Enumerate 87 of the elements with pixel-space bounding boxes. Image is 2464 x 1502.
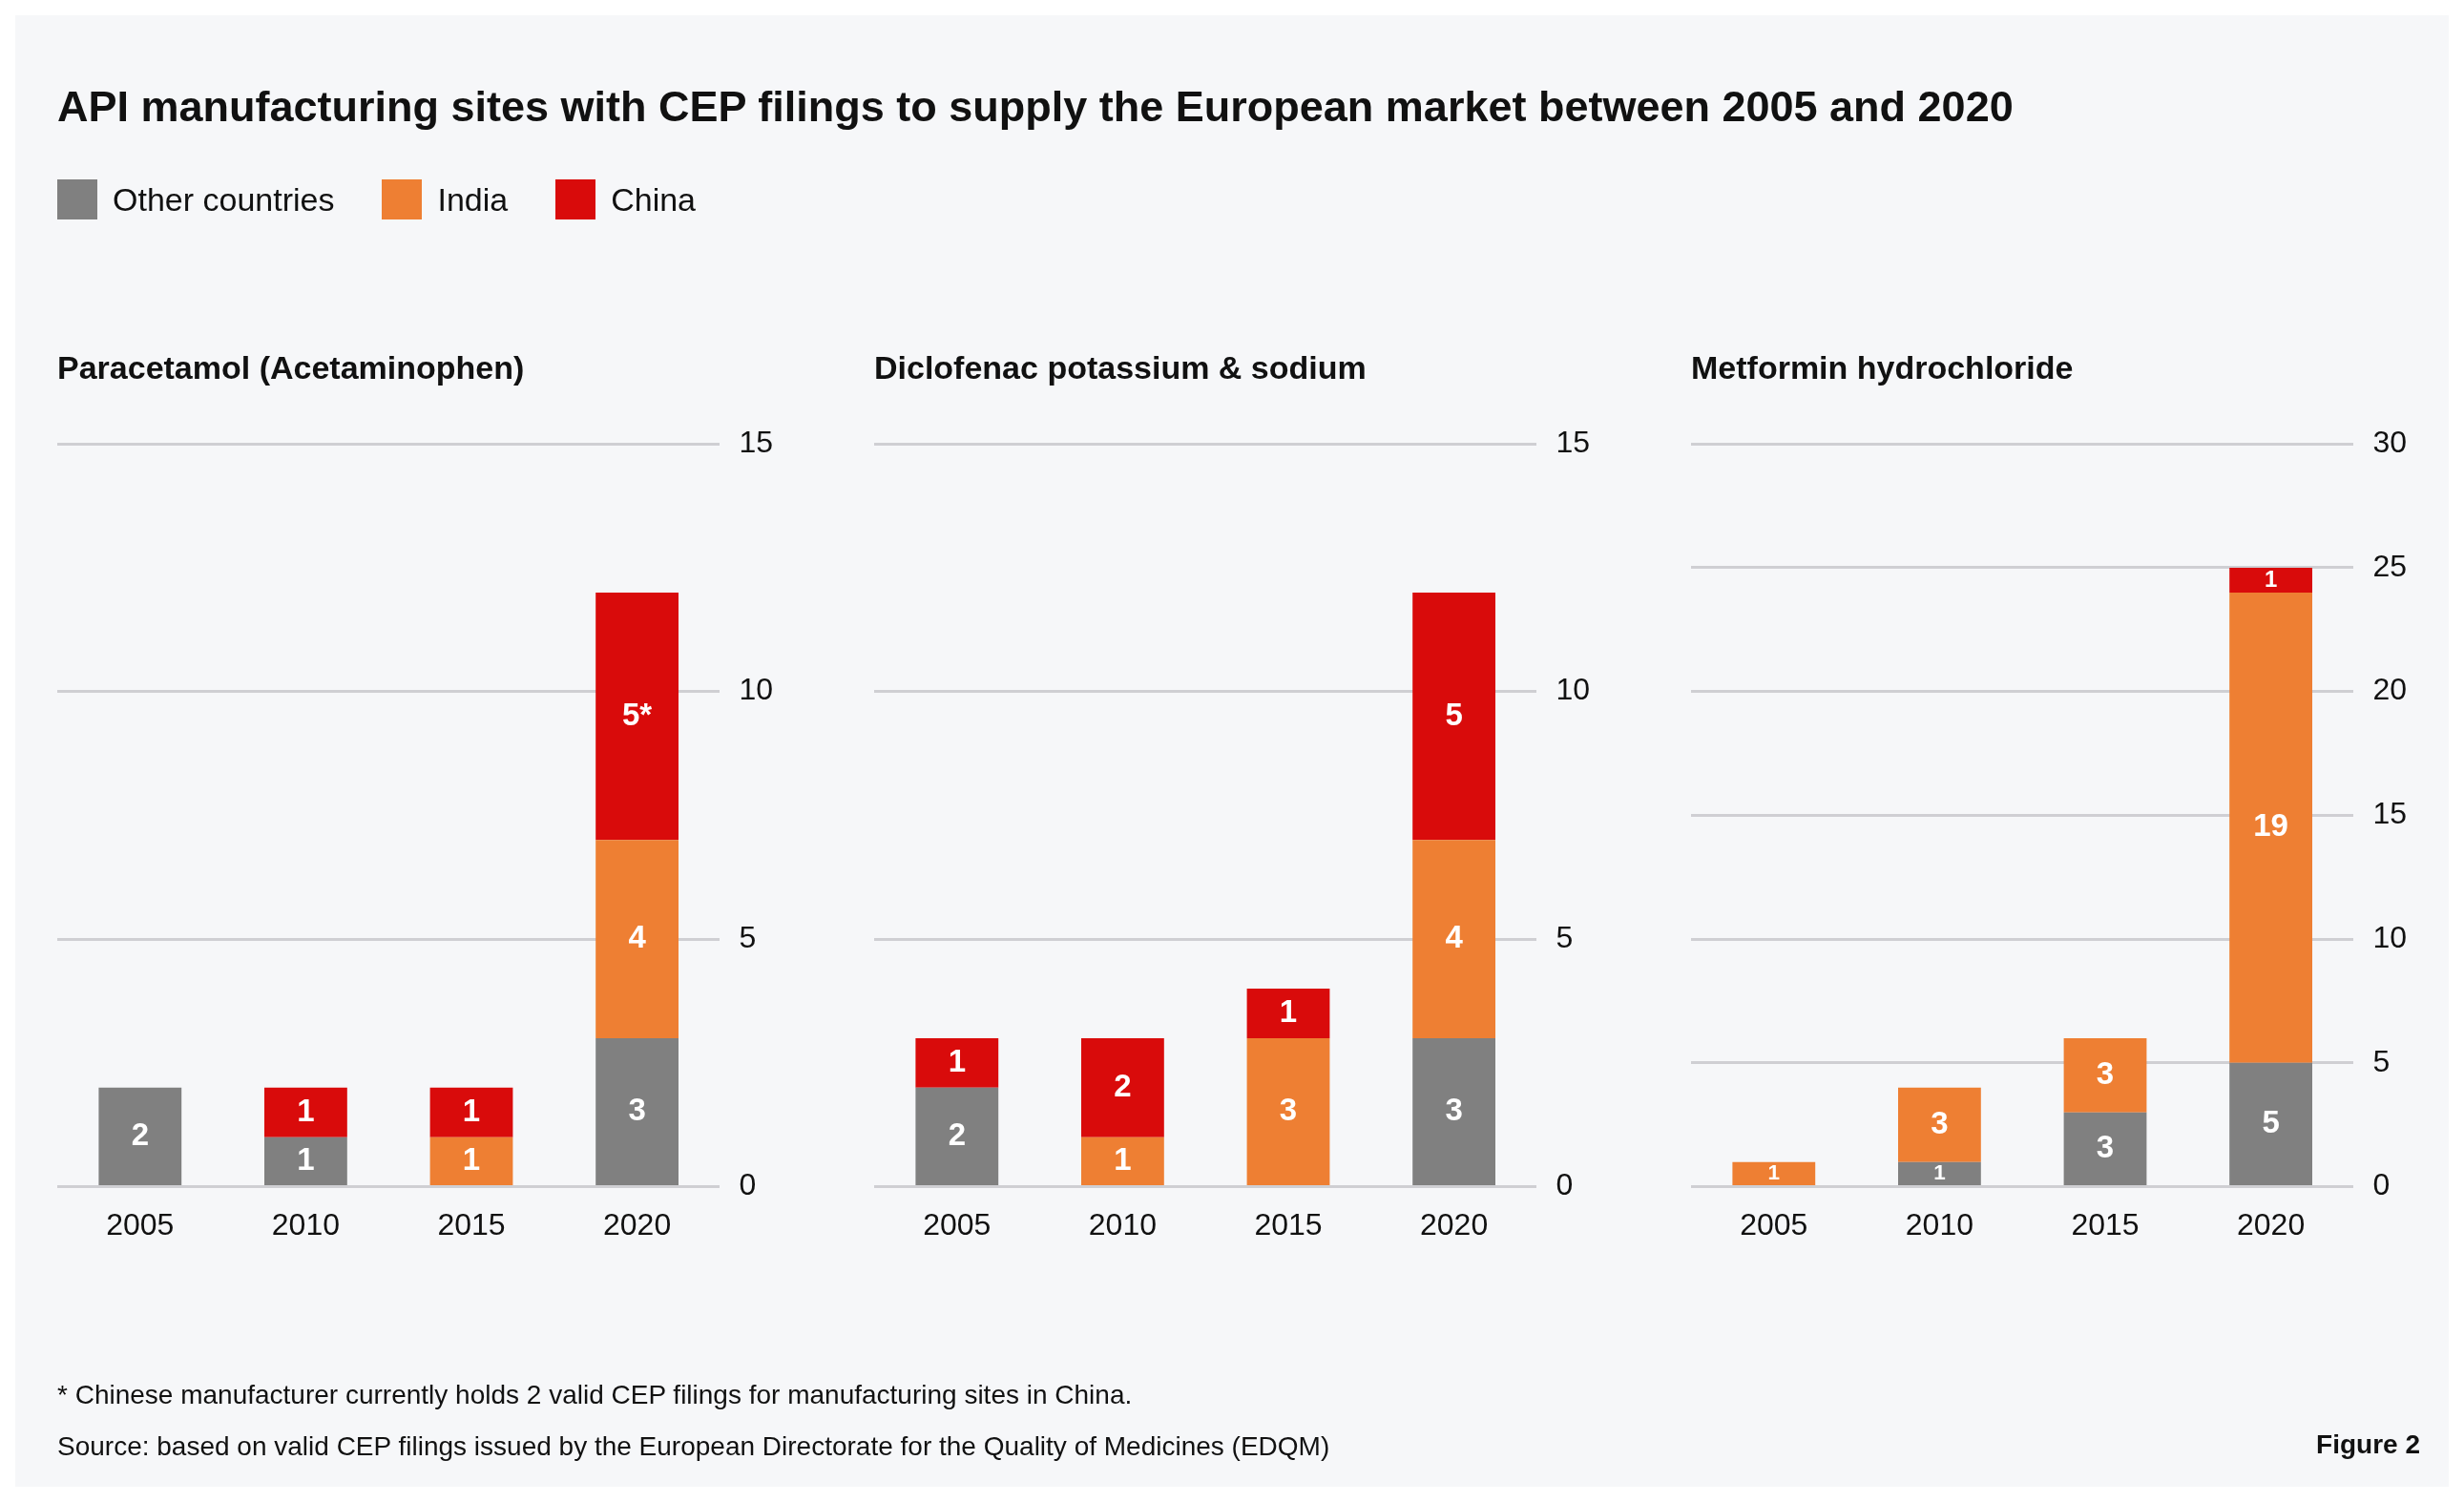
bar [1081, 1037, 1164, 1137]
y-tick-label: 5 [1556, 919, 1574, 954]
caption: Figure 2 [2316, 1429, 2420, 1460]
source-note: Source: based on valid CEP filings issued by the European Directorate for the Quality of Medicines (EDQM) [57, 1431, 1330, 1461]
bar [915, 1087, 999, 1186]
y-tick-label: 15 [739, 425, 773, 460]
bar [2229, 1062, 2313, 1186]
y-tick-label: 0 [1556, 1167, 1574, 1202]
bar [1732, 1161, 1816, 1186]
data-label: 1 [297, 1092, 315, 1128]
chart-subtitle: Metformin hydrochloride [1691, 349, 2075, 387]
data-label: 1 [948, 1042, 966, 1078]
data-label: 3 [2096, 1129, 2115, 1165]
bar [98, 1087, 182, 1186]
bar [595, 840, 679, 1038]
y-tick-label: 25 [2372, 548, 2407, 583]
x-tick-label: 2005 [923, 1206, 992, 1241]
data-label: 3 [1279, 1092, 1298, 1128]
data-label: 5 [2262, 1104, 2280, 1140]
bar [1081, 1137, 1164, 1186]
data-label: 1 [2264, 565, 2278, 592]
data-label: 4 [1445, 919, 1464, 955]
bar [595, 592, 679, 841]
bar [1246, 1037, 1330, 1186]
chart-subtitle: Diclofenac potassium & sodium [874, 349, 1367, 386]
x-tick-label: 2020 [1420, 1206, 1489, 1241]
y-tick-label: 30 [2372, 425, 2407, 460]
bar [1898, 1087, 1981, 1162]
x-tick-label: 2005 [1740, 1206, 1808, 1241]
data-label: 1 [297, 1141, 315, 1177]
text: API manufacturing sites with CEP filings to supply the European market between 2005 and 2020 [57, 82, 2014, 132]
y-tick-label: 5 [2372, 1043, 2391, 1078]
y-tick-label: 10 [739, 672, 773, 707]
bar [429, 1137, 513, 1186]
data-label: 3 [1931, 1104, 1949, 1140]
data-label: 4 [628, 919, 647, 955]
bar [1412, 840, 1496, 1038]
data-label: 3 [1445, 1092, 1463, 1128]
bar [1898, 1161, 1981, 1186]
y-tick-label: 15 [1556, 425, 1590, 460]
bar [264, 1137, 347, 1186]
data-label: 2 [948, 1116, 966, 1153]
x-tick-label: 2010 [1905, 1206, 1973, 1241]
y-tick-label: 5 [739, 919, 757, 954]
x-tick-label: 2015 [2071, 1206, 2140, 1241]
bar [1412, 592, 1496, 841]
legend-label: India [437, 180, 509, 219]
x-tick-label: 2015 [437, 1206, 506, 1241]
data-label: 1 [462, 1092, 481, 1128]
x-tick-label: 2010 [1088, 1206, 1157, 1241]
x-tick-label: 2020 [603, 1206, 672, 1241]
data-label: 1 [1767, 1160, 1781, 1185]
y-tick-label: 0 [739, 1167, 757, 1202]
bar [2063, 1112, 2147, 1186]
data-label: 1 [1933, 1160, 1946, 1185]
bar [2063, 1037, 2147, 1113]
bar [595, 1037, 679, 1186]
y-tick-label: 10 [1556, 672, 1590, 707]
legend-label: China [611, 180, 697, 219]
bar [1246, 989, 1330, 1038]
bar [264, 1087, 347, 1137]
bar [2229, 567, 2313, 593]
bar [1412, 1037, 1496, 1186]
data-label: 5* [622, 696, 653, 732]
x-tick-label: 2005 [106, 1206, 175, 1241]
x-tick-label: 2020 [2237, 1206, 2306, 1241]
y-tick-label: 15 [2372, 796, 2407, 831]
bar [429, 1087, 513, 1137]
text: * Chinese manufacturer currently holds 2 valid CEP filings for manufacturing sites in China. [57, 1380, 1134, 1410]
chart-subtitle: Paracetamol (Acetaminophen) [57, 349, 525, 386]
data-label: 3 [2096, 1054, 2115, 1091]
data-label: 1 [462, 1141, 481, 1177]
data-label: 2 [131, 1116, 149, 1153]
x-tick-label: 2010 [271, 1206, 340, 1241]
y-tick-label: 20 [2372, 672, 2407, 707]
legend-label: Other countries [113, 180, 335, 219]
data-label: 19 [2253, 807, 2288, 844]
data-label: 3 [628, 1092, 646, 1128]
y-tick-label: 10 [2372, 919, 2407, 954]
data-label: 1 [1279, 993, 1298, 1030]
data-label: 1 [1114, 1141, 1132, 1177]
bar [915, 1037, 999, 1088]
x-tick-label: 2015 [1254, 1206, 1323, 1241]
data-label: 2 [1114, 1067, 1132, 1103]
bar [2229, 592, 2313, 1063]
data-label: 5 [1445, 696, 1463, 732]
y-tick-label: 0 [2372, 1167, 2391, 1202]
